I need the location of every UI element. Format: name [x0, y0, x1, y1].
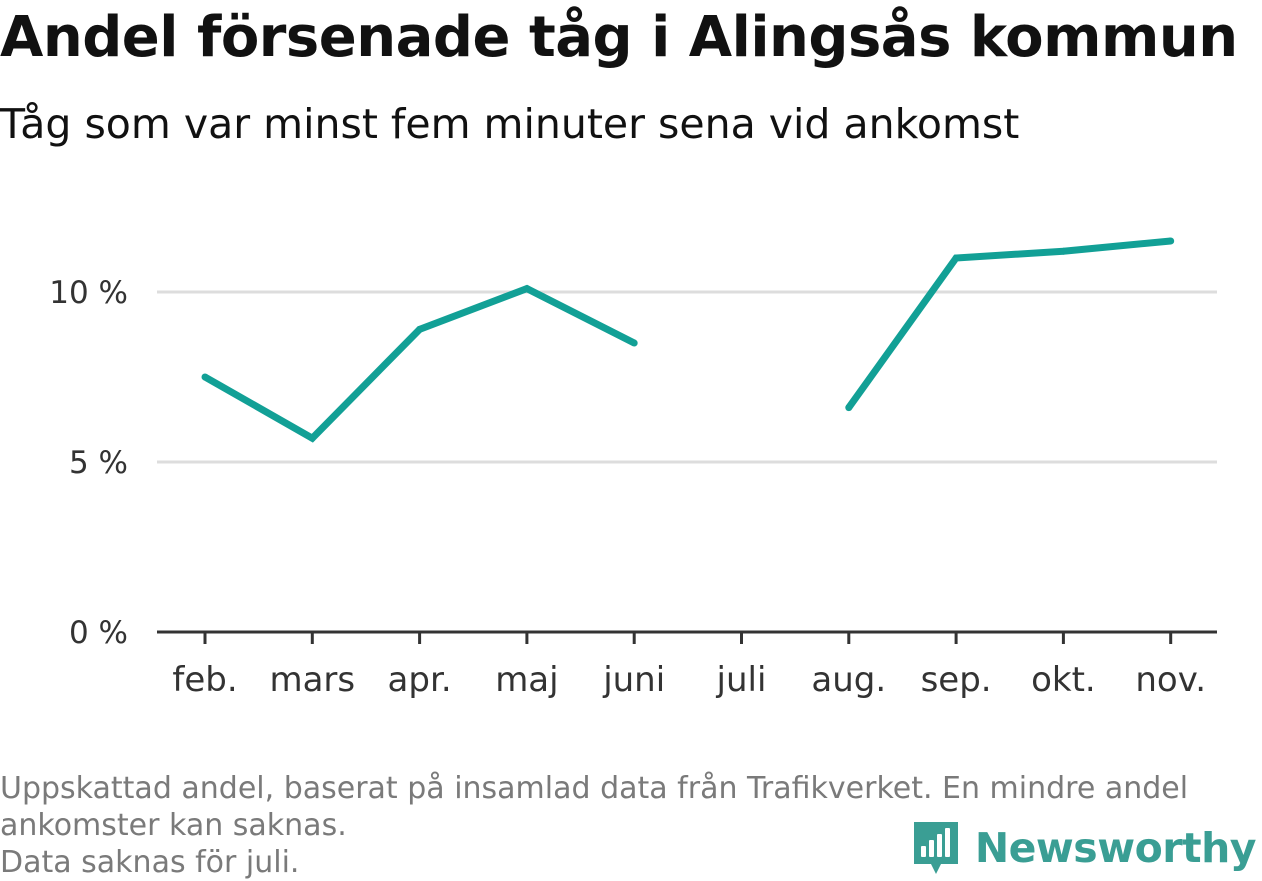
data-point [308, 434, 316, 442]
y-tick-label: 10 % [49, 275, 128, 311]
x-tick-label: okt. [1031, 660, 1096, 700]
data-point [1059, 247, 1067, 255]
y-tick-label: 0 % [69, 615, 128, 651]
chart-title: Andel försenade tåg i Alingsås kommun [0, 5, 1238, 70]
x-tick-label: apr. [388, 660, 452, 700]
data-point [845, 404, 853, 412]
data-point [1167, 237, 1175, 245]
brand-name: Newsworthy [974, 824, 1257, 872]
x-tick-label: maj [495, 660, 558, 700]
x-tick-label: juli [716, 660, 767, 700]
series-line [845, 237, 1172, 410]
data-point [952, 254, 960, 262]
x-tick-label: feb. [172, 660, 237, 700]
footnote: Uppskattad andel, baserat på insamlad da… [0, 770, 1250, 881]
footnote-line-2: ankomster kan saknas. [0, 808, 347, 843]
line-chart: 0 % 5 % 10 % feb. mars apr. maj juni juli aug. sep… [49, 237, 1217, 700]
footnote-line-3: Data saknas för juli. [0, 845, 300, 880]
newsworthy-bar-chart-icon [913, 822, 958, 874]
data-point [523, 285, 531, 293]
data-point [416, 325, 424, 333]
x-tick-label: sep. [921, 660, 992, 700]
x-tick-label: aug. [811, 660, 886, 700]
footnote-line-1: Uppskattad andel, baserat på insamlad da… [0, 771, 1189, 806]
x-tick-label: nov. [1135, 660, 1206, 700]
y-tick-label: 5 % [69, 445, 128, 481]
data-point [630, 339, 638, 347]
x-tick-label: mars [269, 660, 355, 700]
chart-subtitle: Tåg som var minst fem minuter sena vid a… [0, 100, 1020, 148]
newsworthy-logo: Newsworthy [911, 818, 1257, 878]
series-line [203, 284, 636, 443]
x-tick-label: juni [602, 660, 665, 700]
data-point [201, 373, 209, 381]
